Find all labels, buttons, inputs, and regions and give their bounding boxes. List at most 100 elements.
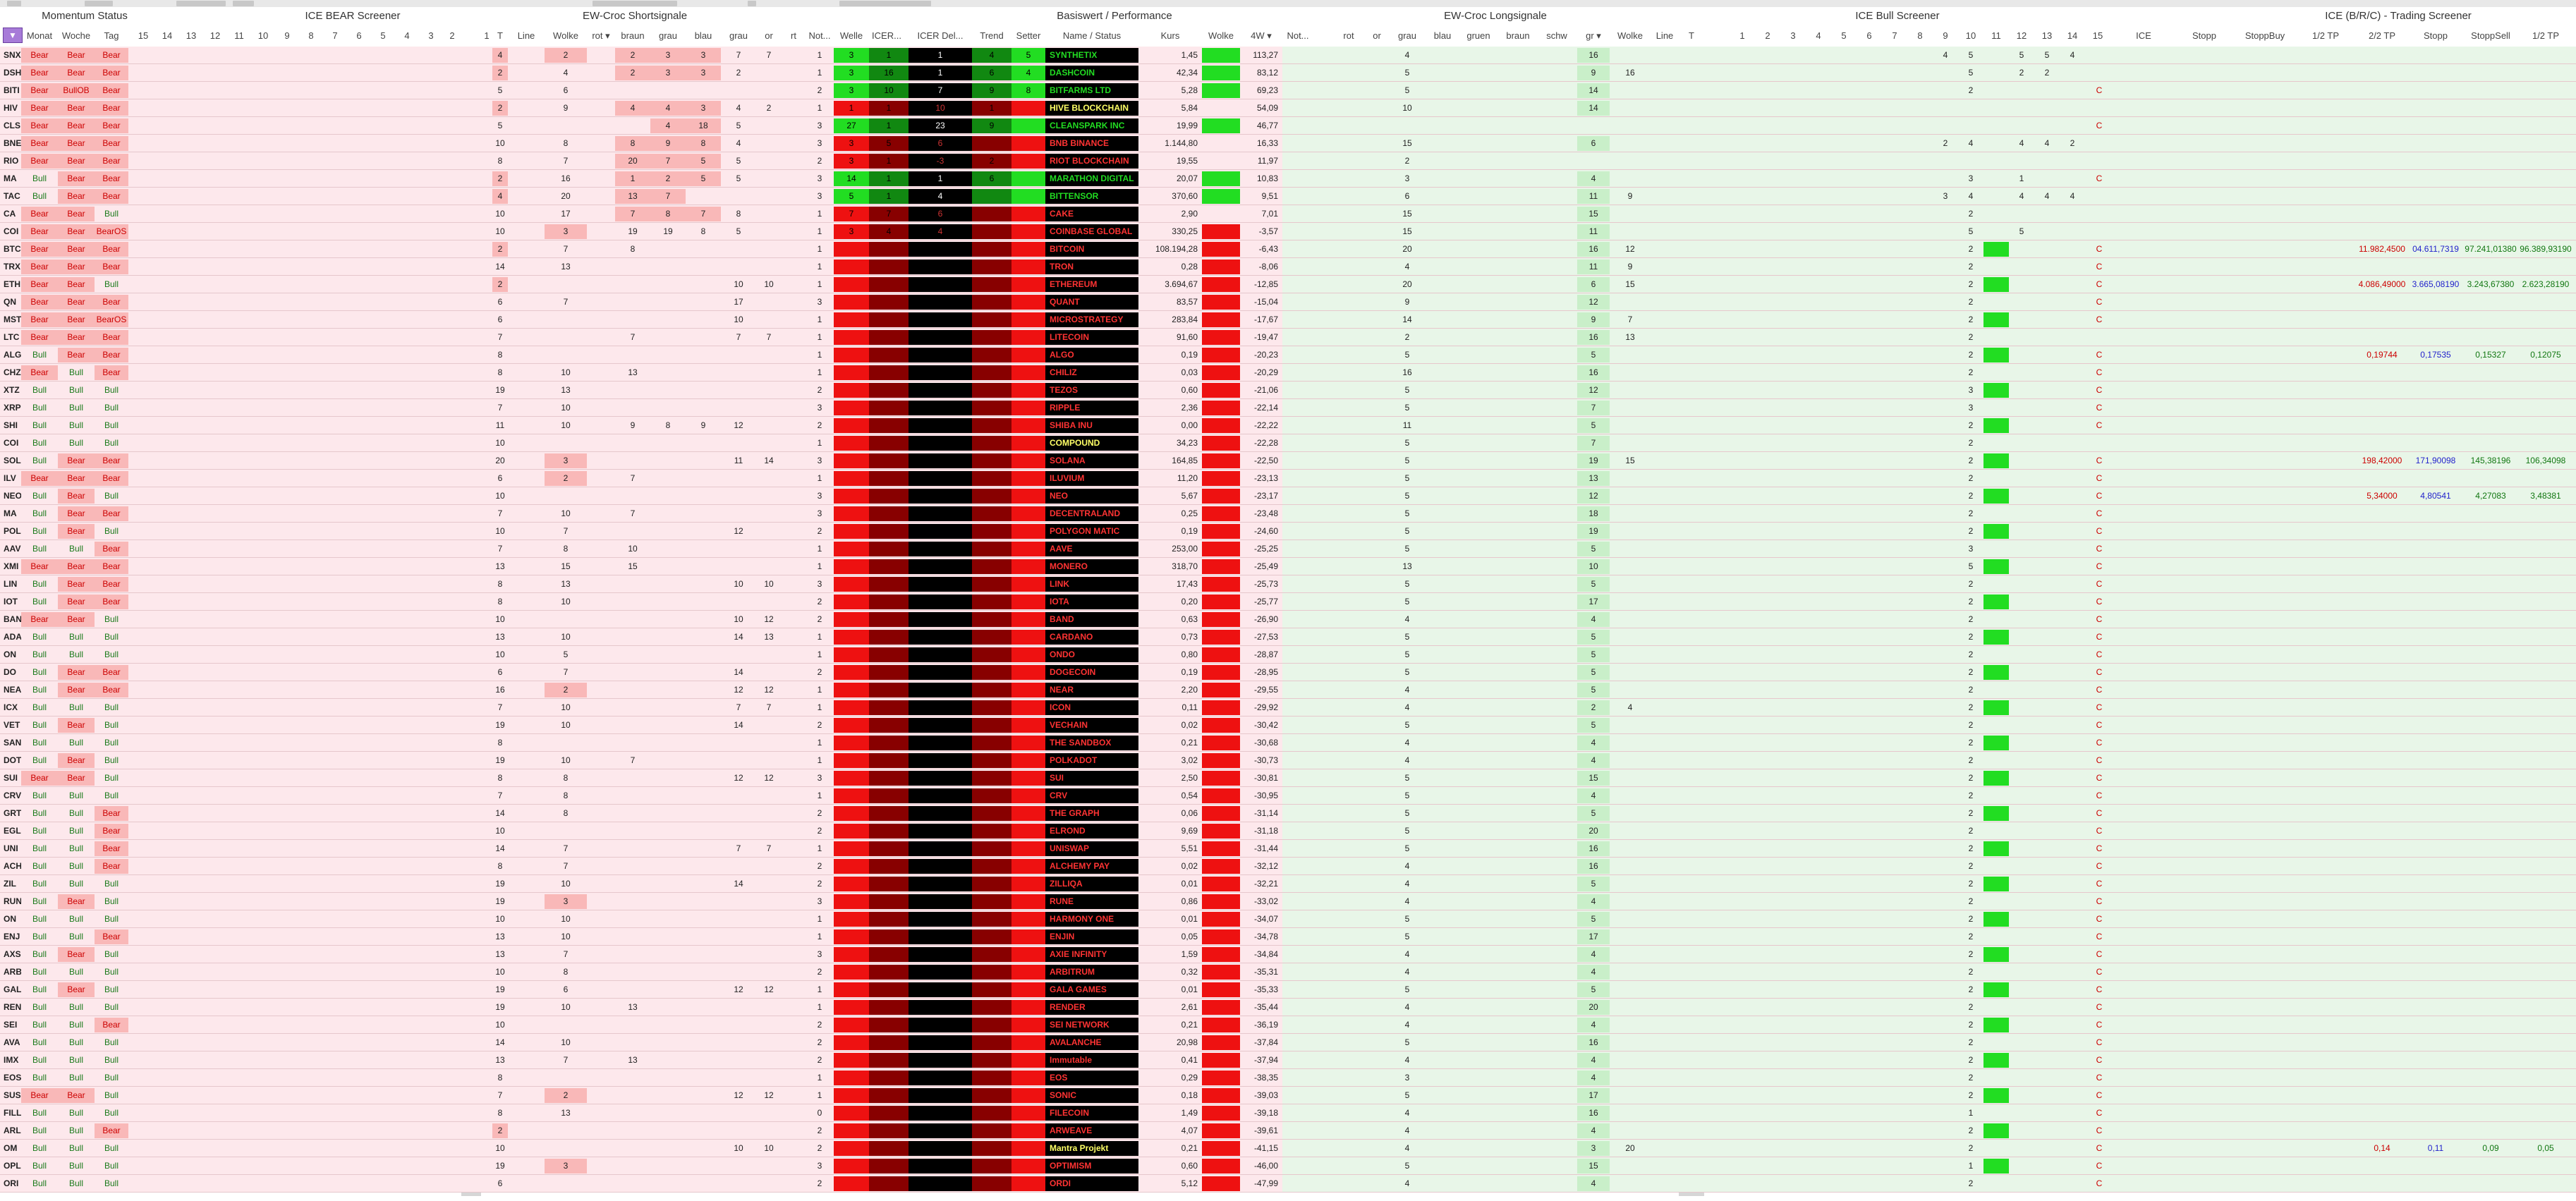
toolbar-control[interactable] [839,1,931,6]
table-row[interactable]: AAV Bull Bull Bear 7 8 10 1 AAVE 253,00 -25,25 5 5 3 C [0,540,2576,558]
column-header[interactable]: 15 [138,30,149,41]
column-header[interactable]: T [497,30,503,41]
table-row[interactable]: SUI Bear Bear Bull 8 8 12 12 3 SUI 2,50 -30,81 5 15 2 C [0,769,2576,787]
column-header[interactable]: 3 [1790,30,1796,41]
column-header[interactable]: 1 [1739,30,1745,41]
table-row[interactable]: TAC Bull Bear Bear 4 20 13 7 3 5 1 4 BITTENSOR 370,60… [0,188,2576,205]
column-header[interactable]: Stopp [2192,30,2216,41]
column-header[interactable]: 1 [484,30,490,41]
column-header[interactable]: 5 [1841,30,1847,41]
column-header[interactable]: rt [791,30,796,41]
table-row[interactable]: ZIL Bull Bull Bull 19 10 14 2 ZILLIQA 0,01 -32,21 4… [0,875,2576,893]
column-header[interactable]: 9 [284,30,290,41]
column-header[interactable]: 8 [1917,30,1923,41]
column-header[interactable]: 12 [209,30,221,41]
table-row[interactable]: XMI Bear Bear Bear 13 15 15 1 MONERO 318,70 -25,49… [0,558,2576,575]
table-row[interactable]: SHI Bull Bull Bull 11 10 9 8 9 12 2 SHIBA INU 0,00 -2… [0,417,2576,434]
column-header[interactable]: 2 [1765,30,1770,41]
column-header[interactable]: 7 [1892,30,1897,41]
column-header[interactable]: gr ▾ [1586,30,1601,41]
column-header[interactable]: Wolke [1208,30,1234,41]
table-row[interactable]: DOT Bull Bear Bull 19 10 7 1 POLKADOT 3,02 -30,73 4… [0,752,2576,769]
column-header[interactable]: 2/2 TP [2368,30,2396,41]
table-row[interactable]: RIO Bear Bear Bear 8 7 20 7 5 5 2 3 1 -3 2 RIOT BLOCKCH… [0,152,2576,170]
column-header[interactable]: Monat [26,30,53,41]
column-header[interactable]: T [1689,30,1694,41]
table-row[interactable]: MA Bull Bear Bear 2 16 1 2 5 5 3 14 1 1 6 MARATHON DIGI… [0,170,2576,188]
column-header[interactable]: 13 [186,30,197,41]
table-row[interactable]: AVA Bull Bull Bull 14 10 2 AVALANCHE 20,98 -37,84… [0,1034,2576,1051]
column-header[interactable]: Wolke [1617,30,1643,41]
column-header[interactable]: Wolke [553,30,578,41]
column-header[interactable]: Welle [839,30,863,41]
column-header[interactable]: 4 [404,30,410,41]
table-row[interactable]: EOS Bull Bull Bull 8 1 EOS 0,29 -38,35 3 4 2 C [0,1069,2576,1087]
table-row[interactable]: ENJ Bull Bull Bear 13 10 1 ENJIN 0,05 -34,78 5 17 2 C [0,928,2576,946]
toolbar-control[interactable] [593,1,677,6]
table-row[interactable]: BNE Bear Bear Bear 10 8 8 9 8 4 3 3 5 6 BNB BINANCE 1.1… [0,135,2576,152]
column-header[interactable]: StoppSell [2471,30,2510,41]
column-header[interactable]: StoppBuy [2244,30,2285,41]
column-header[interactable]: Woche [61,30,91,41]
table-row[interactable]: HIV Bear Bear Bear 2 9 4 4 3 4 2 1 1 1 10 1 HIVE BLOCKCH… [0,99,2576,117]
column-header[interactable]: 8 [308,30,314,41]
table-row[interactable]: CHZ Bear Bull Bear 8 10 13 1 CHILIZ 0,03 -20,29 16 1… [0,364,2576,382]
table-row[interactable]: ILV Bear Bear Bear 6 2 7 1 ILUVIUM 11,20 -23,13 5 13… [0,470,2576,487]
column-header[interactable]: 7 [332,30,338,41]
column-header[interactable]: 4W ▾ [1251,30,1272,41]
table-row[interactable]: ON Bull Bull Bull 10 10 1 HARMONY ONE 0,01 -34,07… [0,910,2576,928]
table-row[interactable]: SAN Bull Bull Bull 8 1 THE SANDBOX 0,21 -30,68 4 4… [0,734,2576,752]
table-row[interactable]: ORI Bull Bull Bull 6 2 ORDI 5,12 -47,99 4 4 2 C [0,1175,2576,1193]
column-header[interactable]: grau [658,30,678,41]
table-row[interactable]: OM Bull Bull Bull 10 10 10 2 Mantra Projekt 0,21-… [0,1140,2576,1157]
column-header[interactable]: 6 [356,30,362,41]
column-header[interactable]: Stopp [2424,30,2448,41]
table-row[interactable]: AXS Bull Bear Bull 13 7 3 AXIE INFINITY 1,59 -34,… [0,946,2576,963]
column-header[interactable]: 5 [380,30,386,41]
table-row[interactable]: POL Bull Bear Bull 10 7 12 2 POLYGON MATIC 0,19 -2… [0,523,2576,540]
column-header[interactable]: Kurs [1160,30,1180,41]
table-row[interactable]: ADA Bull Bull Bull 13 10 14 13 1 CARDANO 0,73 -27,5… [0,628,2576,646]
column-header[interactable]: 14 [162,30,173,41]
table-row[interactable]: SUS Bear Bear Bull 7 2 12 12 1 SONIC 0,18 -39,03 5 17… [0,1087,2576,1104]
table-row[interactable]: NEO Bull Bear Bull 10 3 NEO 5,67 -23,17 5 12 2 C 5,34… [0,487,2576,505]
table-row[interactable]: ALG Bull Bear Bear 8 1 ALGO 0,19 -20,23 5 5 2 C 0,197… [0,346,2576,364]
column-header[interactable]: 9 [1943,30,1948,41]
table-row[interactable]: SEI Bull Bull Bear 10 2 SEI NETWORK 0,21 -36,19 4… [0,1016,2576,1034]
column-header[interactable]: gruen [1466,30,1490,41]
toolbar-control[interactable] [85,1,113,6]
column-header[interactable]: ICER Del... [917,30,964,41]
table-row[interactable]: IMX Bull Bull Bull 13 7 13 2 Immutable 0,41 -37,94… [0,1051,2576,1069]
column-header[interactable]: grau [729,30,748,41]
column-header[interactable]: ICE [2136,30,2151,41]
column-header[interactable] [461,27,481,44]
column-menu-button[interactable]: ▼ [3,28,23,43]
column-header[interactable]: 13 [2041,30,2053,41]
column-header[interactable]: Line [517,30,535,41]
column-header[interactable]: Trend [980,30,1004,41]
table-row[interactable]: DSH Bear Bear Bear 2 4 2 3 3 2 1 3 16 1 6 4 DASHCOIN 42,3… [0,64,2576,82]
column-header[interactable]: braun [621,30,645,41]
table-row[interactable]: LIN Bull Bear Bear 8 13 10 10 3 LINK 17,43 -25,73 5 5… [0,575,2576,593]
column-header[interactable]: Name / Status [1062,30,1122,41]
column-header[interactable]: Line [1655,30,1674,41]
table-row[interactable]: QN Bear Bear Bear 6 7 17 3 QUANT 83,57 -15,04 9 12 2 C [0,293,2576,311]
column-header[interactable]: ICER... [872,30,901,41]
column-header[interactable]: 10 [257,30,269,41]
table-row[interactable]: GRT Bull Bull Bear 14 8 2 THE GRAPH 0,06 -31,14 5 5… [0,805,2576,822]
table-row[interactable]: LTC Bear Bear Bear 7 7 7 7 1 LITECOIN 91,60 -19,47 2… [0,329,2576,346]
table-row[interactable]: MA Bull Bear Bear 7 10 7 3 DECENTRALAND 0,25 -23,4… [0,505,2576,523]
toolbar-control[interactable] [176,1,226,6]
table-row[interactable]: FILL Bull Bull Bull 8 13 0 FILECOIN 1,49 -39,18 4 1… [0,1104,2576,1122]
table-row[interactable]: XTZ Bull Bull Bull 19 13 2 TEZOS 0,60 -21,06 5 12 3 C [0,382,2576,399]
table-row[interactable]: CA Bear Bear Bull 10 17 7 8 7 8 1 7 7 6 CAKE 2,90 7,01 15… [0,205,2576,223]
table-row[interactable]: ON Bull Bull Bull 10 5 1 ONDO 0,80 -28,87 5 5 2 C [0,646,2576,664]
table-row[interactable]: CRV Bull Bull Bull 7 8 1 CRV 0,54 -30,95 5 4 2 C [0,787,2576,805]
table-row[interactable]: BITI Bear BullOB Bear 5 6 2 3 10 7 9 8 BITFARMS LTD 5… [0,82,2576,99]
table-row[interactable]: CLS Bear Bear Bear 5 4 18 5 3 27 1 23 9 CLEANSPARK IN… [0,117,2576,135]
table-row[interactable]: XRP Bull Bull Bull 7 10 3 RIPPLE 2,36 -22,14 5 7 3 C [0,399,2576,417]
table-row[interactable]: UNI Bull Bull Bear 14 7 7 7 1 UNISWAP 5,51 -31,44 5 1… [0,840,2576,858]
table-row[interactable]: OPL Bull Bull Bull 19 3 3 OPTIMISM 0,60 -46,00 5 15… [0,1157,2576,1175]
table-row[interactable]: TRX Bear Bear Bear 14 13 1 TRON 0,28 -8,06 4 11 9 2 C [0,258,2576,276]
column-header[interactable]: 14 [2067,30,2078,41]
